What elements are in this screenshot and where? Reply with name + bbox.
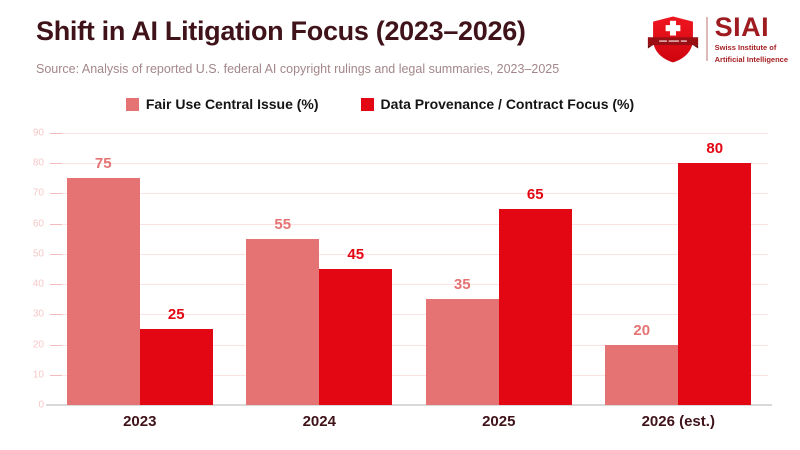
legend-swatch-fair-use: [125, 97, 139, 111]
bar-value-label: 65: [526, 185, 544, 203]
y-axis-tick: [50, 314, 62, 316]
gridline: [50, 314, 768, 316]
bar-value-label: 55: [274, 215, 292, 233]
y-axis-tick-label: 40: [32, 278, 44, 290]
y-axis-tick: [50, 193, 62, 195]
legend-item-data-provenance: Data Provenance / Contract Focus (%): [360, 96, 635, 112]
x-axis-category-label: 2025: [482, 413, 516, 430]
y-axis-tick-label: 20: [32, 339, 44, 351]
gridline: [50, 284, 768, 286]
logo-org-line2: Artificial Intelligence: [714, 54, 788, 64]
bar-value-label: 45: [347, 246, 365, 263]
y-axis-tick: [50, 374, 62, 376]
y-axis-tick: [50, 344, 62, 346]
x-axis-line: [46, 404, 772, 406]
y-axis-tick-label: 70: [32, 187, 44, 199]
y-axis-tick: [50, 163, 62, 165]
plot-area: 0 10 20 30 40 50 60 70 80 90 75 25 2023 55 45 2024 35 65 2…: [33, 128, 772, 430]
gridline: [50, 133, 768, 134]
legend-swatch-data-provenance: [360, 97, 374, 111]
bar: [425, 299, 499, 405]
y-axis-tick-label: 50: [32, 248, 44, 260]
y-axis-tick-label: 30: [32, 308, 44, 320]
legend-label-fair-use: Fair Use Central Issue (%): [145, 96, 319, 112]
legend-label-data-provenance: Data Provenance / Contract Focus (%): [380, 96, 635, 112]
bar-value-label: 25: [167, 306, 185, 324]
bar-value-label: 75: [94, 155, 112, 173]
siai-logo: SIAI Swiss Institute of Artificial Intel…: [647, 12, 788, 66]
bar: [66, 178, 140, 405]
y-axis-tick: [50, 284, 62, 286]
bar: [605, 344, 679, 405]
bar: [678, 163, 752, 405]
gridline: [50, 344, 768, 346]
bar-value-label: 80: [706, 140, 724, 158]
bar-value-label: 35: [453, 276, 471, 294]
logo-text: SIAI Swiss Institute of Artificial Intel…: [714, 11, 788, 65]
gridline: [50, 193, 768, 195]
bar: [498, 208, 572, 405]
y-axis-tick-label: 0: [38, 399, 44, 411]
gridline: [50, 253, 768, 255]
logo-acronym: SIAI: [714, 11, 770, 42]
gridline: [50, 374, 768, 376]
y-axis-tick: [50, 133, 62, 134]
source-note: Source: Analysis of reported U.S. federa…: [36, 62, 560, 76]
x-axis-category-label: 2024: [302, 413, 336, 430]
chart-legend: Fair Use Central Issue (%) Data Provenan…: [0, 96, 760, 112]
bar: [246, 238, 320, 405]
bar: [319, 269, 393, 405]
y-axis-tick: [50, 223, 62, 225]
page-title: Shift in AI Litigation Focus (2023–2026): [36, 16, 526, 46]
gridline: [50, 223, 768, 225]
gridline: [50, 163, 768, 165]
y-axis-tick-label: 80: [32, 157, 44, 169]
x-axis-category-label: 2026 (est.): [641, 413, 715, 430]
swiss-shield-cross-icon: [647, 16, 698, 63]
y-axis-tick: [50, 253, 62, 255]
logo-divider: [705, 17, 708, 61]
bar: [139, 329, 213, 405]
y-axis-tick-label: 60: [32, 218, 44, 230]
y-axis-tick-label: 10: [32, 369, 44, 381]
y-axis-tick-label: 90: [32, 127, 44, 139]
legend-item-fair-use: Fair Use Central Issue (%): [125, 96, 319, 112]
bar-value-label: 20: [633, 321, 651, 339]
x-axis-category-label: 2023: [123, 413, 157, 430]
logo-org-line1: Swiss Institute of: [714, 42, 777, 52]
